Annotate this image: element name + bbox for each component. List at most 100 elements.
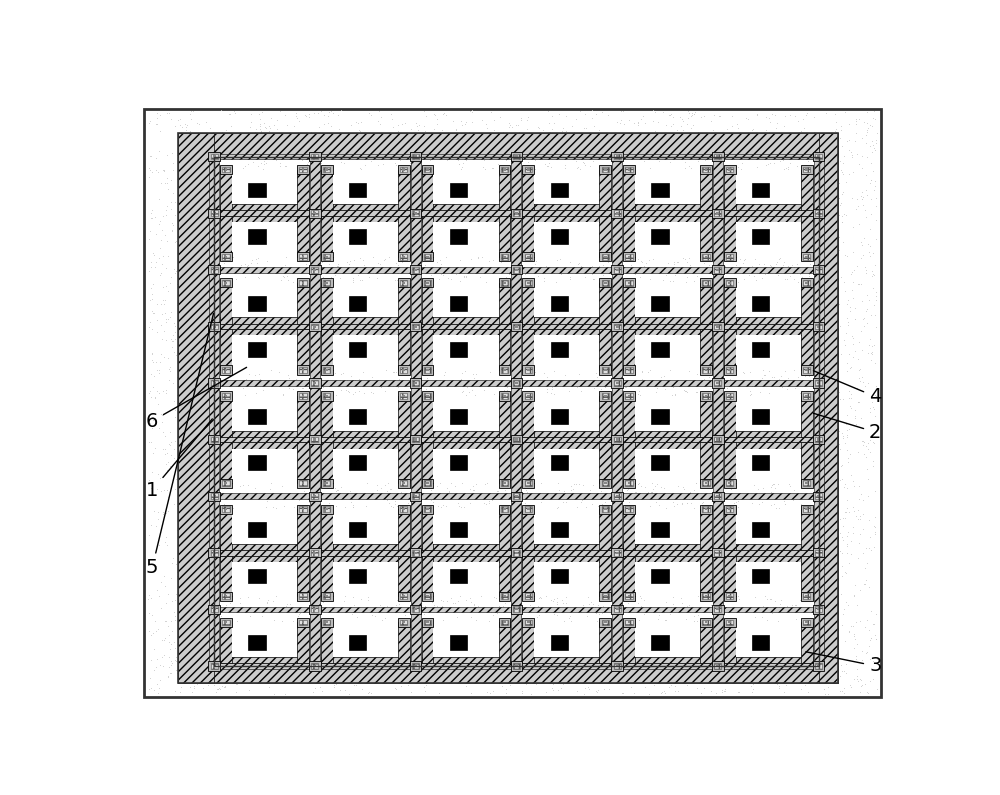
- Point: [841, 134, 857, 146]
- Point: [764, 336, 780, 349]
- Point: [788, 251, 804, 264]
- Point: [855, 507, 871, 520]
- Point: [838, 596, 854, 609]
- Point: [537, 266, 553, 279]
- Point: [493, 458, 509, 471]
- Point: [301, 419, 317, 432]
- Point: [296, 408, 312, 421]
- Point: [791, 636, 807, 649]
- Point: [738, 242, 754, 254]
- Point: [594, 301, 610, 313]
- Point: [332, 545, 348, 558]
- Point: [540, 256, 556, 269]
- Point: [771, 354, 787, 366]
- Point: [342, 235, 358, 248]
- Bar: [534, 396, 599, 431]
- Point: [773, 652, 789, 665]
- Point: [409, 386, 425, 398]
- Point: [764, 503, 780, 516]
- Point: [209, 658, 225, 671]
- Point: [566, 478, 582, 491]
- Point: [521, 461, 537, 474]
- Point: [464, 438, 480, 451]
- Point: [426, 355, 442, 367]
- Point: [638, 343, 654, 355]
- Point: [207, 153, 223, 165]
- Point: [504, 157, 520, 170]
- Point: [774, 465, 790, 478]
- Bar: [211, 663, 218, 669]
- Point: [787, 638, 803, 650]
- Point: [793, 659, 809, 672]
- Point: [745, 488, 761, 501]
- Bar: [325, 169, 328, 171]
- Point: [760, 537, 776, 550]
- Point: [524, 322, 540, 335]
- Point: [511, 207, 527, 220]
- Point: [404, 151, 420, 164]
- Point: [636, 289, 652, 301]
- Point: [227, 444, 243, 457]
- Point: [697, 248, 713, 261]
- Point: [512, 220, 528, 233]
- Point: [369, 145, 385, 158]
- Point: [540, 195, 556, 207]
- Point: [280, 622, 296, 634]
- Point: [469, 346, 485, 359]
- Point: [662, 382, 678, 395]
- Point: [218, 145, 234, 158]
- Point: [266, 119, 282, 132]
- Point: [375, 157, 391, 170]
- Point: [614, 275, 630, 288]
- Point: [762, 669, 778, 682]
- Point: [581, 433, 597, 446]
- Point: [743, 463, 759, 476]
- Point: [618, 545, 634, 557]
- Point: [224, 452, 240, 465]
- Point: [696, 651, 712, 664]
- Point: [502, 176, 518, 188]
- Point: [534, 190, 550, 203]
- Point: [497, 453, 513, 466]
- Point: [477, 163, 493, 176]
- Point: [602, 308, 618, 321]
- Point: [209, 642, 225, 655]
- Point: [621, 275, 637, 288]
- Point: [439, 235, 455, 248]
- Point: [753, 611, 769, 623]
- Point: [444, 314, 460, 327]
- Point: [686, 246, 702, 259]
- Point: [235, 550, 251, 563]
- Point: [573, 173, 589, 185]
- Point: [857, 380, 873, 393]
- Point: [487, 642, 503, 654]
- Point: [730, 305, 746, 318]
- Point: [374, 285, 390, 298]
- Point: [721, 578, 737, 591]
- Point: [459, 152, 475, 165]
- Point: [809, 562, 825, 575]
- Bar: [398, 479, 410, 487]
- Point: [498, 683, 514, 696]
- Point: [723, 444, 739, 456]
- Point: [573, 580, 589, 592]
- Point: [336, 580, 352, 592]
- Point: [164, 335, 180, 347]
- Point: [577, 532, 593, 545]
- Point: [427, 254, 443, 267]
- Point: [284, 229, 300, 242]
- Point: [682, 300, 698, 312]
- Point: [206, 646, 222, 659]
- Point: [186, 203, 202, 215]
- Point: [491, 260, 507, 273]
- Point: [142, 316, 158, 328]
- Point: [596, 281, 612, 293]
- Point: [698, 246, 714, 259]
- Point: [683, 604, 699, 617]
- Bar: [511, 435, 522, 444]
- Point: [271, 645, 287, 657]
- Bar: [222, 254, 230, 260]
- Point: [693, 232, 709, 245]
- Point: [503, 506, 519, 519]
- Point: [195, 657, 211, 670]
